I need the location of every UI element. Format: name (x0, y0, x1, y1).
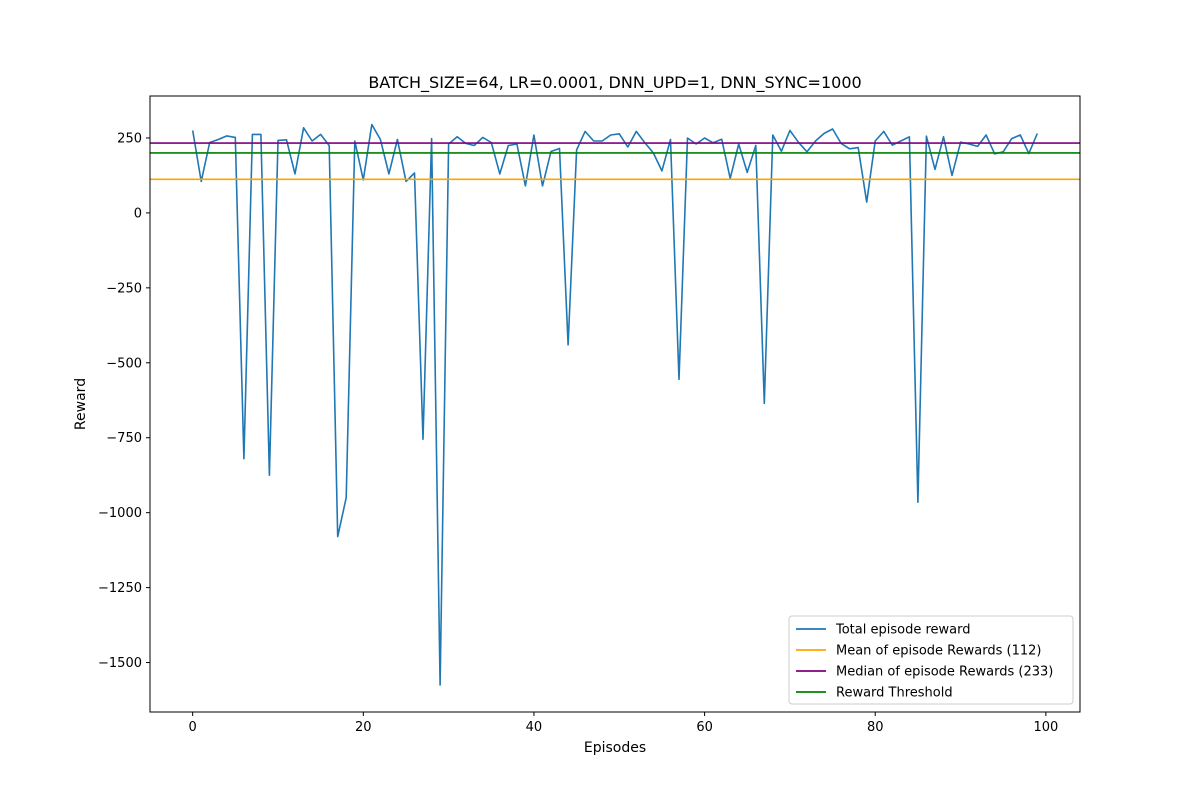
legend-entry-mean-of-episode-rewards-112: Mean of episode Rewards (112) (836, 644, 1041, 659)
y-tick-label: 250 (117, 131, 142, 146)
y-tick-label: −1500 (98, 656, 142, 671)
legend: Total episode reward Mean of episode Rewa… (788, 615, 1074, 705)
y-tick-label: −500 (106, 356, 142, 371)
x-tick-label: 0 (189, 720, 197, 735)
legend-box (788, 615, 1074, 705)
x-tick-label: 80 (867, 720, 884, 735)
y-tick-label: −1250 (98, 581, 142, 596)
x-tick-label: 60 (696, 720, 713, 735)
x-tick-label: 40 (526, 720, 543, 735)
legend-entry-median-of-episode-rewards-233: Median of episode Rewards (233) (836, 665, 1053, 680)
x-tick-label: 20 (355, 720, 372, 735)
plot-frame (149, 95, 1081, 713)
chart-title: BATCH_SIZE=64, LR=0.0001, DNN_UPD=1, DNN… (368, 73, 861, 93)
legend-entry-total-episode-reward: Total episode reward (835, 623, 971, 638)
y-tick-label: −1000 (98, 506, 142, 521)
y-axis-label: Reward (73, 378, 89, 430)
y-tick-label: 0 (134, 206, 142, 221)
series-line-total-episode-reward (191, 123, 1039, 686)
x-tick-label: 100 (1033, 720, 1058, 735)
y-tick-label: −750 (106, 431, 142, 446)
x-axis-label: Episodes (584, 740, 646, 756)
y-tick-label: −250 (106, 281, 142, 296)
legend-entry-reward-threshold: Reward Threshold (836, 686, 953, 701)
